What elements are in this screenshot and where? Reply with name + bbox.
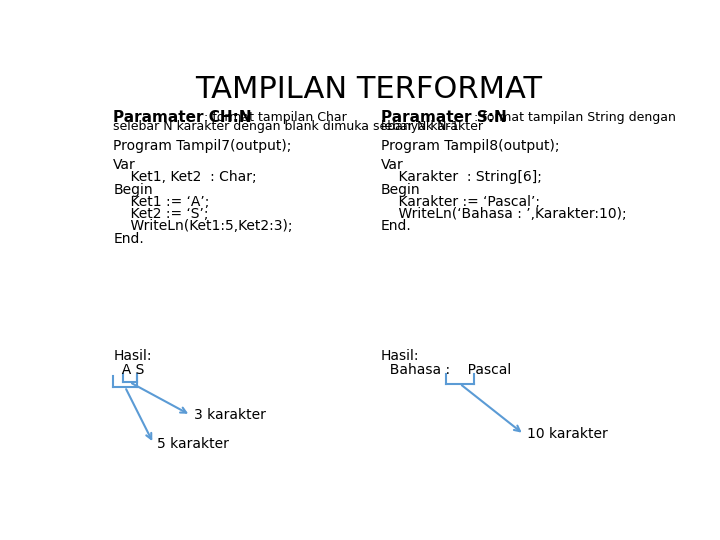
- Text: 10 karakter: 10 karakter: [527, 427, 608, 441]
- Text: Ket1 := ‘A’;: Ket1 := ‘A’;: [113, 195, 210, 209]
- Text: Ket1, Ket2  : Char;: Ket1, Ket2 : Char;: [113, 170, 257, 184]
- Text: Var: Var: [381, 158, 403, 172]
- Text: Paramater CH:N: Paramater CH:N: [113, 110, 252, 125]
- Text: TAMPILAN TERFORMAT: TAMPILAN TERFORMAT: [196, 75, 542, 104]
- Text: lebar N karakter: lebar N karakter: [381, 120, 482, 133]
- Text: Paramater S:N: Paramater S:N: [381, 110, 506, 125]
- Text: WriteLn(‘Bahasa : ’,Karakter:10);: WriteLn(‘Bahasa : ’,Karakter:10);: [381, 207, 626, 221]
- Text: selebar N karakter dengan blank dimuka sebanyak N-1: selebar N karakter dengan blank dimuka s…: [113, 120, 459, 133]
- Text: Hasil:: Hasil:: [113, 349, 152, 363]
- Text: WriteLn(Ket1:5,Ket2:3);: WriteLn(Ket1:5,Ket2:3);: [113, 219, 293, 233]
- Text: Program Tampil8(output);: Program Tampil8(output);: [381, 139, 559, 153]
- Text: 5 karakter: 5 karakter: [157, 437, 228, 451]
- Text: 3 karakter: 3 karakter: [194, 408, 266, 422]
- Text: Program Tampil7(output);: Program Tampil7(output);: [113, 139, 292, 153]
- Text: Hasil:: Hasil:: [381, 349, 419, 363]
- Text: End.: End.: [381, 219, 411, 233]
- Text: A S: A S: [113, 363, 145, 377]
- Text: End.: End.: [113, 232, 144, 246]
- Text: Begin: Begin: [113, 183, 153, 197]
- Text: : format tampilan String dengan: : format tampilan String dengan: [469, 111, 675, 124]
- Text: Begin: Begin: [381, 183, 420, 197]
- Text: Karakter := ‘Pascal’;: Karakter := ‘Pascal’;: [381, 195, 539, 209]
- Text: Var: Var: [113, 158, 136, 172]
- Text: Ket2 := ‘S’;: Ket2 := ‘S’;: [113, 207, 209, 221]
- Text: : format tampilan Char: : format tampilan Char: [200, 111, 347, 124]
- Text: Bahasa :    Pascal: Bahasa : Pascal: [381, 363, 511, 377]
- Text: Karakter  : String[6];: Karakter : String[6];: [381, 170, 541, 184]
